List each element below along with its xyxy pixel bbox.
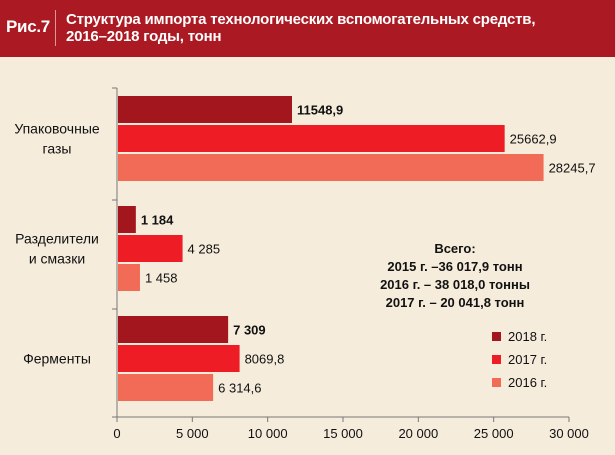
data-label-2017-1: 4 285	[188, 242, 221, 257]
bar-2016-1	[118, 264, 140, 291]
x-tick-label-5: 25 000	[474, 426, 514, 441]
legend-item-2016: 2016 г.	[492, 371, 547, 394]
data-label-2016-0: 28245,7	[549, 161, 596, 176]
x-tick-label-2: 10 000	[248, 426, 288, 441]
bar-2018-1	[118, 206, 136, 233]
bar-2016-0	[118, 154, 544, 181]
x-tick-label-1: 5 000	[176, 426, 209, 441]
data-label-2017-0: 25662,9	[510, 132, 557, 147]
x-tick-label-3: 15 000	[323, 426, 363, 441]
category-label-2-0: Ферменты	[23, 351, 91, 367]
data-label-2016-2: 6 314,6	[218, 381, 261, 396]
legend-label-2016: 2016 г.	[508, 375, 548, 390]
bar-2018-0	[118, 96, 293, 123]
totals-heading: Всего:	[434, 241, 476, 256]
x-tick-label-0: 0	[113, 426, 120, 441]
x-tick-label-4: 20 000	[398, 426, 438, 441]
legend-item-2018: 2018 г.	[492, 325, 547, 348]
chart-title: Структура импорта технологических вспомо…	[66, 11, 606, 45]
category-label-1-1: и смазки	[29, 251, 85, 267]
data-label-2016-1: 1 458	[145, 271, 178, 286]
category-label-0-0: Упаковочные	[14, 121, 100, 137]
legend-label-2018: 2018 г.	[508, 329, 548, 344]
totals-line-2017: 2017 г. – 20 041,8 тонн	[385, 295, 525, 310]
bar-2018-2	[118, 316, 229, 343]
bar-2017-2	[118, 345, 240, 372]
totals-line-2016: 2016 г. – 38 018,0 тонны	[380, 277, 530, 292]
legend-swatch-2018	[492, 332, 501, 341]
bar-2017-1	[118, 235, 183, 262]
bar-2017-0	[118, 125, 505, 152]
legend-swatch-2016	[492, 378, 501, 387]
totals-line-2015: 2015 г. –36 017,9 тонн	[387, 259, 523, 274]
data-label-2018-0: 11548,9	[297, 103, 343, 118]
legend-item-2017: 2017 г.	[492, 348, 547, 371]
legend-label-2017: 2017 г.	[508, 352, 548, 367]
data-label-2017-2: 8069,8	[245, 352, 285, 367]
chart-title-line-2: 2016–2018 годы, тонн	[66, 28, 222, 45]
bar-2016-2	[118, 374, 214, 401]
header-divider	[55, 10, 56, 46]
chart-header: Рис.7 Структура импорта технологических …	[0, 0, 615, 57]
x-tick-label-6: 30 000	[549, 426, 589, 441]
chart-title-line-1: Структура импорта технологических вспомо…	[66, 11, 536, 28]
data-label-2018-1: 1 184	[141, 213, 174, 228]
category-label-1-0: Разделители	[15, 231, 99, 247]
totals-annotation: Всего: 2015 г. –36 017,9 тонн 2016 г. – …	[355, 240, 555, 312]
data-label-2018-2: 7 309	[233, 323, 266, 338]
legend-swatch-2017	[492, 355, 501, 364]
chart-legend: 2018 г. 2017 г. 2016 г.	[492, 325, 547, 394]
figure-label: Рис.7	[6, 17, 50, 36]
category-label-0-1: газы	[43, 141, 72, 157]
plot-background	[0, 57, 615, 455]
